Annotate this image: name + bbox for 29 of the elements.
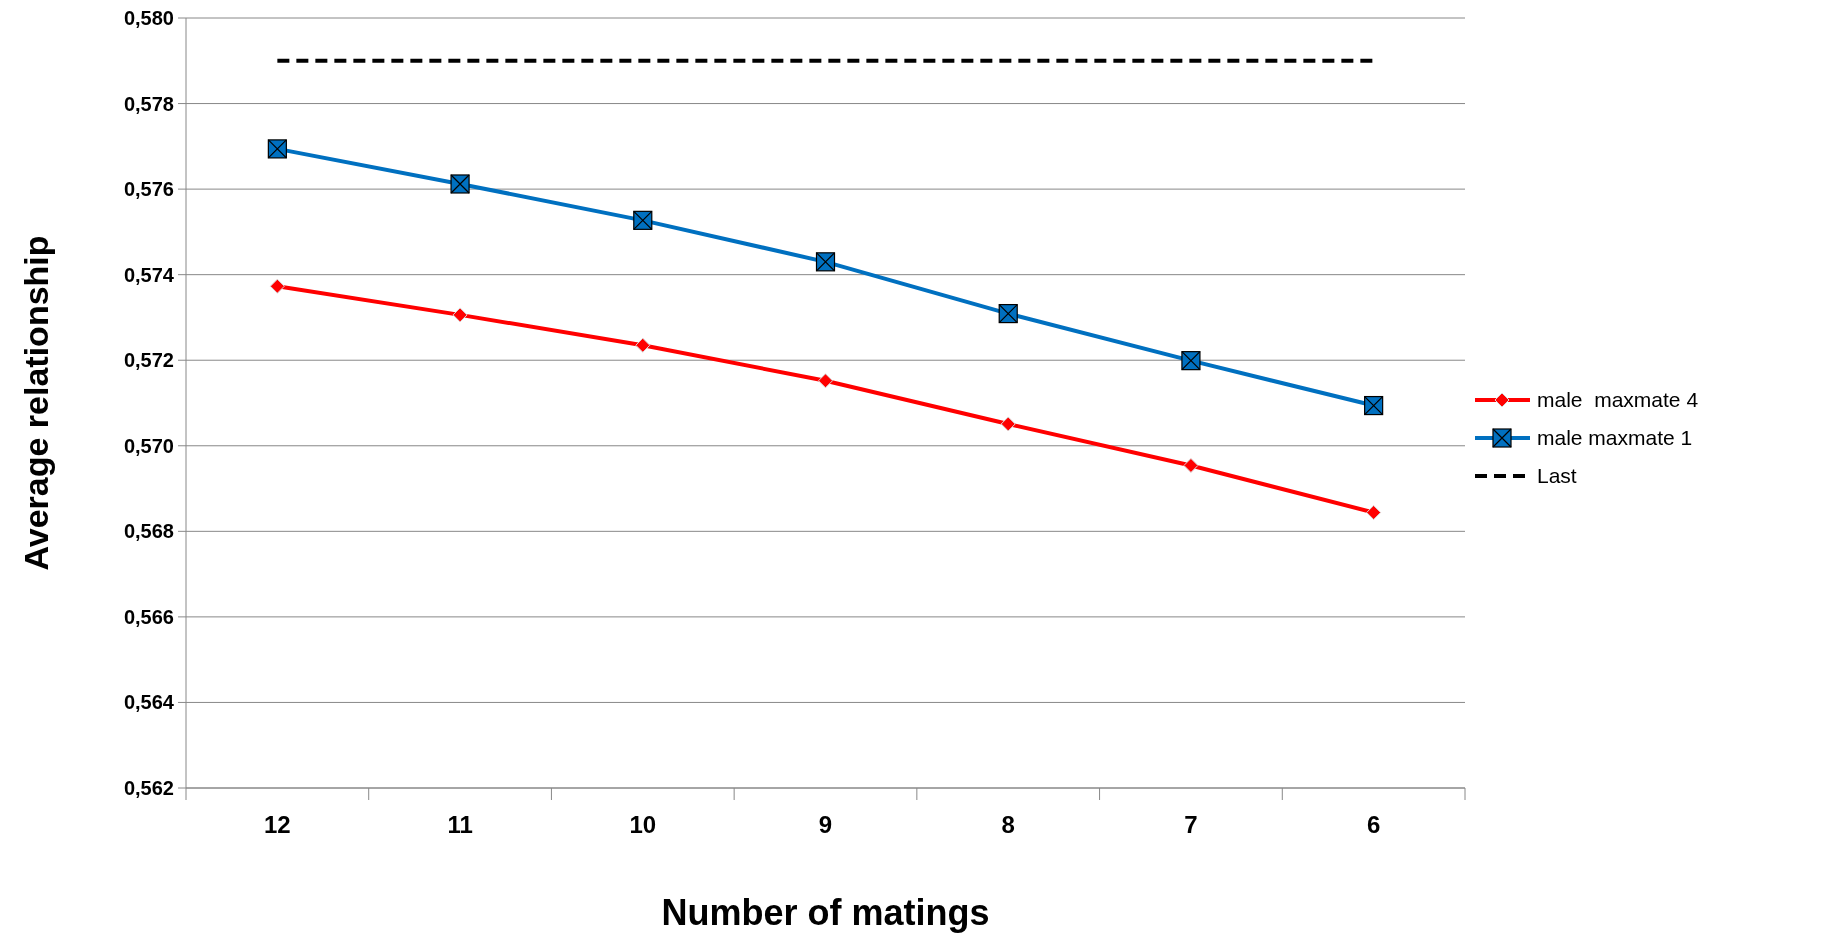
x-tick-label: 12 <box>264 811 291 838</box>
x-axis-title: Number of matings <box>661 892 990 933</box>
x-tick-label: 6 <box>1366 811 1381 838</box>
legend-label: Last <box>1537 464 1577 488</box>
point <box>1366 505 1382 521</box>
point <box>635 337 651 353</box>
x-tick-label: 9 <box>818 811 833 838</box>
y-tick-label: 0,570 <box>123 434 174 457</box>
x-tick-label: 7 <box>1184 811 1198 838</box>
y-axis-title: Average relationship <box>17 235 55 571</box>
legend-label: male maxmate 1 <box>1537 426 1693 450</box>
y-tick-label: 0,576 <box>123 178 174 201</box>
y-tick-label: 0,574 <box>123 263 175 286</box>
y-tick-label: 0,572 <box>123 349 174 372</box>
y-tick-label: 0,568 <box>123 520 174 543</box>
point <box>1000 416 1016 432</box>
y-tick-label: 0,564 <box>123 691 175 714</box>
x-tick-label: 10 <box>629 811 657 838</box>
x-tick-label: 8 <box>1001 811 1015 838</box>
y-tick-label: 0,562 <box>123 777 174 799</box>
legend-label: male maxmate 4 <box>1537 388 1699 412</box>
point <box>818 373 833 389</box>
y-tick-label: 0,578 <box>123 92 174 115</box>
y-tick-label: 0,580 <box>123 7 174 29</box>
point <box>269 278 285 294</box>
point <box>452 307 468 323</box>
x-tick-label: 11 <box>447 811 473 838</box>
point <box>1183 457 1199 473</box>
y-tick-label: 0,566 <box>123 605 174 628</box>
